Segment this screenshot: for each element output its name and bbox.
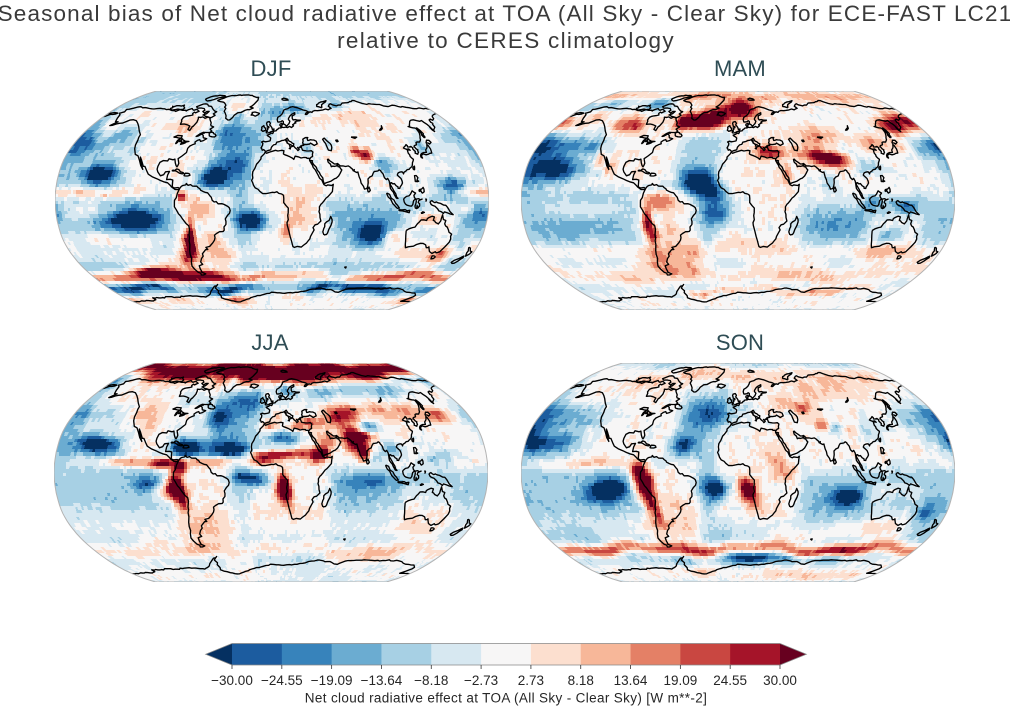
svg-text:−13.64: −13.64 [361, 673, 403, 688]
svg-text:2.73: 2.73 [518, 673, 544, 688]
svg-text:30.00: 30.00 [763, 673, 797, 688]
svg-text:−24.55: −24.55 [261, 673, 303, 688]
svg-text:−2.73: −2.73 [464, 673, 498, 688]
svg-text:−19.09: −19.09 [311, 673, 353, 688]
svg-text:13.64: 13.64 [614, 673, 648, 688]
svg-text:Net cloud radiative effect at: Net cloud radiative effect at TOA (All S… [305, 691, 707, 706]
svg-text:−8.18: −8.18 [414, 673, 448, 688]
svg-text:8.18: 8.18 [568, 673, 594, 688]
svg-text:−30.00: −30.00 [211, 673, 253, 688]
svg-text:19.09: 19.09 [663, 673, 697, 688]
svg-text:24.55: 24.55 [713, 673, 747, 688]
